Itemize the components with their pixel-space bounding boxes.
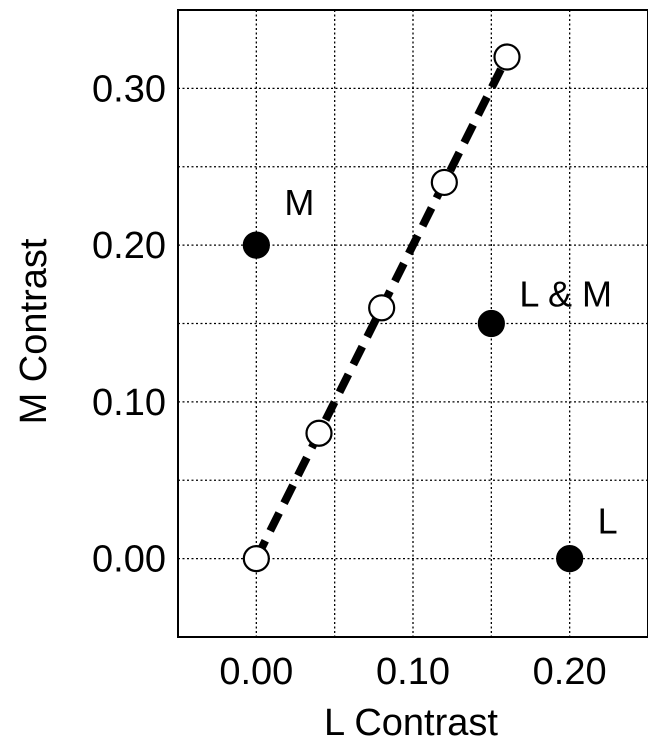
y-tick-label: 0.10 xyxy=(92,382,166,424)
plot-frame xyxy=(177,9,648,638)
x-axis-label: L Contrast xyxy=(324,702,498,741)
filled-data-point xyxy=(556,545,584,573)
open-data-point xyxy=(368,294,396,322)
x-tick-label: 0.10 xyxy=(376,651,450,693)
point-label: L & M xyxy=(519,274,612,315)
open-data-point xyxy=(430,168,458,197)
filled-data-point xyxy=(477,309,505,338)
y-axis-label: M Contrast xyxy=(13,238,55,424)
point-labels: M L & M L xyxy=(284,182,617,542)
open-data-point xyxy=(305,419,333,447)
y-tick-label: 0.20 xyxy=(92,225,166,267)
point-label: M xyxy=(284,182,314,223)
point-label: L xyxy=(598,501,618,542)
x-tick-label: 0.00 xyxy=(219,651,293,693)
y-tick-label: 0.30 xyxy=(92,68,166,110)
data-points xyxy=(242,43,584,573)
x-tick-label: 0.20 xyxy=(533,651,607,693)
filled-data-point xyxy=(242,231,270,259)
grid-lines xyxy=(178,10,648,637)
open-data-point xyxy=(242,545,270,573)
tick-labels: 0.00 0.10 0.20 0.00 0.10 0.20 0.30 xyxy=(92,68,607,693)
open-data-point xyxy=(493,43,521,71)
y-tick-label: 0.00 xyxy=(92,539,166,581)
